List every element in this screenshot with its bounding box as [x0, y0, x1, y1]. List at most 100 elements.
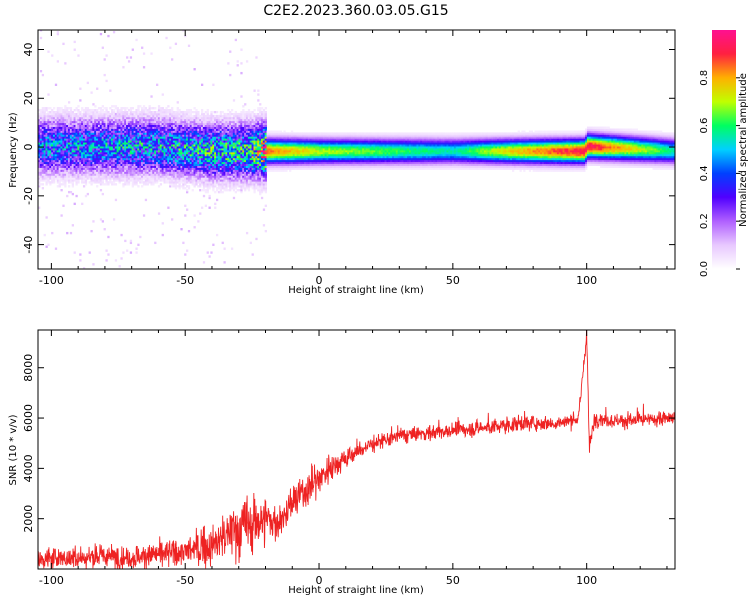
spectrogram-cell [232, 128, 236, 131]
spectrogram-cell [178, 165, 181, 168]
spectrogram-cell [39, 161, 43, 165]
spectrogram-cell [204, 185, 208, 188]
spectrogram-cell [56, 122, 60, 126]
spectrogram-cell [94, 140, 97, 143]
spectrogram-cell [189, 148, 193, 151]
spectrogram-cell [127, 134, 131, 137]
spectrogram-cell [163, 112, 166, 116]
spectrogram-cell [82, 177, 86, 180]
spectrogram-cell [178, 130, 181, 133]
spectrogram-cell [161, 146, 164, 149]
spectrogram-cell [52, 118, 56, 122]
spectrogram-cell [41, 110, 45, 114]
spectrogram-cell [180, 132, 183, 135]
spectrogram-cell [259, 185, 262, 188]
spectrogram-cell [215, 138, 219, 141]
spectrogram-cell [92, 165, 95, 168]
spectrogram-cell [206, 110, 209, 114]
spectrogram-cell [182, 116, 185, 120]
spectrogram-cell [195, 171, 198, 174]
spectrogram-cell [184, 167, 187, 170]
spectrogram-cell [227, 126, 230, 129]
spectrogram-cell [180, 159, 183, 163]
spectrogram-cell [262, 169, 266, 172]
spectrogram-cell [71, 122, 74, 126]
spectrogram-cell [232, 175, 236, 178]
spectrogram-cell [174, 149, 178, 153]
spectrogram-cell [176, 165, 179, 168]
spectrogram-cell [133, 128, 136, 131]
spectrogram-cell [259, 153, 262, 157]
spectrogram-cell [260, 126, 264, 129]
spectrogram-cell [206, 112, 209, 116]
spectrogram-cell [245, 155, 249, 159]
spectrogram-cell [137, 118, 140, 122]
spectrogram-cell [141, 116, 144, 120]
spectrogram-cell [238, 165, 241, 168]
spectrogram-cell [260, 189, 264, 192]
spectrogram-cell [214, 159, 217, 163]
spectrogram-cell [52, 114, 56, 118]
spectrogram-cell [152, 171, 155, 174]
spectrogram-cell [232, 149, 236, 153]
spectrogram-cell [199, 124, 202, 127]
spectrogram-cell [109, 89, 112, 92]
spectrogram-cell [201, 146, 204, 149]
spectrogram-cell [215, 177, 219, 180]
spectrogram-cell [238, 153, 241, 157]
spectrogram-cell [169, 149, 172, 153]
spectrogram-cell [201, 138, 204, 141]
spectrogram-cell [202, 185, 206, 188]
spectrogram-cell [219, 177, 222, 180]
spectrogram-cell [41, 134, 45, 137]
spectrogram-cell [251, 110, 254, 114]
spectrogram-cell [105, 148, 108, 151]
spectrogram-cell [189, 126, 193, 129]
spectrogram-cell [199, 118, 202, 122]
spectrogram-cell [172, 128, 176, 131]
spectrogram-cell [116, 151, 119, 155]
spectrogram-cell [88, 151, 91, 155]
spectrogram-cell [212, 118, 215, 122]
spectrogram-cell [193, 149, 196, 153]
spectrogram-cell [107, 253, 110, 256]
spectrogram-cell [257, 118, 260, 122]
spectrogram-cell [253, 159, 256, 163]
spectrogram-cell [163, 114, 166, 118]
spectrogram-cell [157, 161, 161, 165]
spectrogram-cell [94, 138, 97, 141]
spectrogram-cell [52, 181, 56, 184]
spectrogram-cell [245, 231, 249, 235]
spectrogram-cell [262, 175, 266, 178]
spectrogram-cell [215, 187, 219, 190]
spectrogram-cell [259, 120, 262, 124]
spectrogram-cell [88, 175, 91, 178]
spectrogram-cell [86, 151, 89, 155]
spectrogram-cell [238, 144, 241, 147]
spectrogram-cell [245, 187, 249, 190]
spectrogram-cell [109, 140, 112, 143]
spectrogram-cell [186, 153, 189, 157]
spectrogram-cell [178, 124, 181, 127]
spectrogram-cell [215, 167, 219, 170]
spectrogram-cell [245, 177, 249, 180]
spectrogram-cell [219, 179, 222, 182]
spectrogram-cell [47, 173, 50, 176]
spectrogram-cell [242, 149, 245, 153]
spectrogram-cell [56, 144, 60, 147]
spectrogram-cell [187, 165, 191, 168]
spectrogram-cell [202, 146, 206, 149]
spectrogram-cell [49, 134, 52, 137]
spectrogram-cell [171, 165, 174, 168]
spectrogram-cell [62, 140, 65, 143]
spectrogram-cell [223, 144, 226, 147]
spectrogram-cell [111, 112, 114, 116]
spectrogram-cell [54, 148, 58, 151]
spectrogram-cell [122, 116, 125, 120]
spectrogram-cell [94, 173, 97, 176]
spectrogram-cell [202, 187, 206, 190]
spectrogram-cell [227, 177, 230, 180]
spectrogram-cell [232, 153, 236, 157]
spectrogram-cell [199, 136, 202, 139]
spectrogram-cell [92, 177, 95, 180]
